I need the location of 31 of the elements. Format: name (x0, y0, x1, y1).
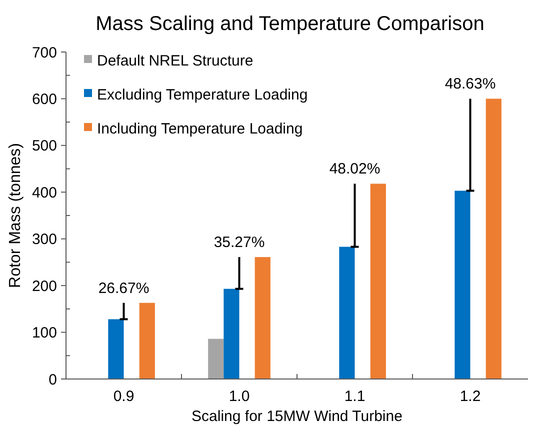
x-axis-title: Scaling for 15MW Wind Turbine (192, 408, 402, 425)
y-tick-label: 700 (32, 44, 57, 62)
x-tick-label: 1.0 (228, 388, 250, 405)
x-tick-label: 1.2 (460, 388, 481, 405)
x-tick-label: 0.9 (113, 388, 134, 405)
y-tick-label: 100 (32, 324, 57, 342)
y-tick-label: 0 (48, 371, 57, 388)
bar (139, 302, 155, 379)
y-tick-label: 600 (32, 90, 57, 108)
bar (254, 257, 270, 379)
legend-label: Including Temperature Loading (97, 120, 303, 138)
bar (339, 246, 355, 379)
bar (208, 338, 224, 379)
bar (454, 190, 470, 379)
legend-label: Default NREL Structure (97, 52, 254, 70)
y-tick-label: 200 (32, 278, 57, 295)
annotation: 48.02% (329, 160, 380, 178)
y-tick-label: 400 (32, 184, 57, 202)
chart-title: Mass Scaling and Temperature Comparison (96, 13, 484, 35)
annotation: 26.67% (98, 280, 150, 297)
bar (224, 288, 240, 379)
y-axis-title: Rotor Mass (tonnes) (7, 143, 24, 288)
y-tick-label: 500 (32, 138, 57, 155)
bar (108, 319, 124, 379)
bar (486, 98, 502, 379)
legend-label: Excluding Temperature Loading (97, 86, 308, 104)
bar (370, 184, 386, 379)
annotation: 48.63% (444, 76, 496, 93)
annotation: 35.27% (214, 234, 265, 252)
x-tick-label: 1.1 (344, 388, 366, 405)
y-tick-label: 300 (32, 231, 57, 248)
